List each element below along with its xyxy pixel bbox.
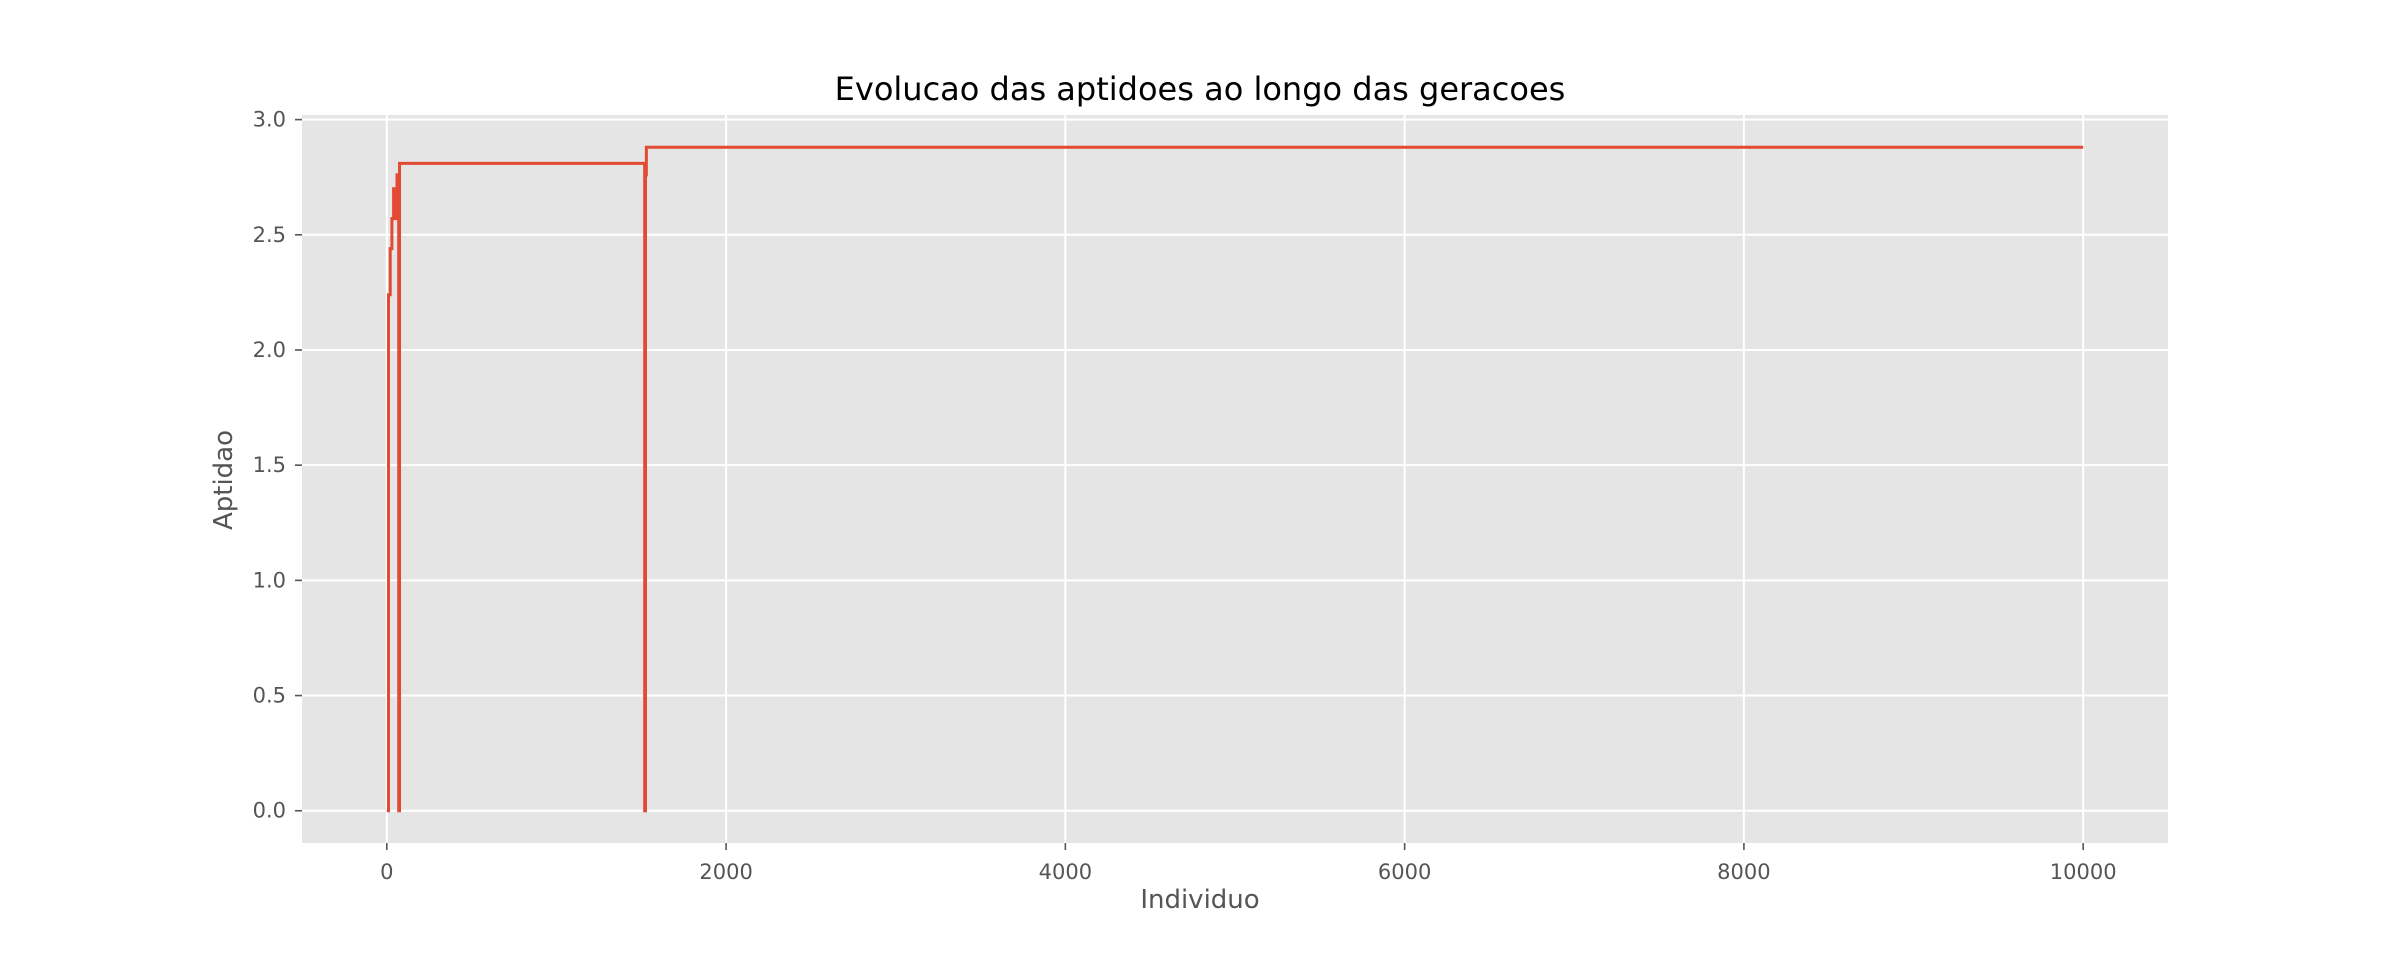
- x-tick-label: 4000: [1039, 860, 1092, 884]
- x-tick-label: 10000: [2050, 860, 2117, 884]
- x-tick-label: 2000: [699, 860, 752, 884]
- x-axis-label: Individuo: [1140, 885, 1259, 915]
- series-line-0: [386, 145, 2084, 813]
- y-tick-label: 2.5: [253, 223, 286, 247]
- grid: [302, 115, 2168, 843]
- y-tick-label: 3.0: [253, 108, 286, 132]
- series-layer: [386, 145, 2084, 813]
- plot-area: [302, 115, 2168, 843]
- y-tick-label: 1.5: [253, 453, 286, 477]
- chart-title: Evolucao das aptidoes ao longo das gerac…: [835, 70, 1566, 108]
- x-tick-label: 6000: [1378, 860, 1431, 884]
- x-tick-label: 8000: [1717, 860, 1770, 884]
- y-axis-label: Aptidao: [209, 430, 239, 530]
- y-tick-label: 0.0: [253, 799, 286, 823]
- y-tick-label: 0.5: [253, 684, 286, 708]
- y-tick-label: 1.0: [253, 568, 286, 592]
- x-tick-label: 0: [380, 860, 393, 884]
- y-tick-label: 2.0: [253, 338, 286, 362]
- tick-layer: 0 2000 4000 6000 8000 10000 0.0 0.5 1.0 1.5 2.0 2.5…: [253, 108, 2117, 884]
